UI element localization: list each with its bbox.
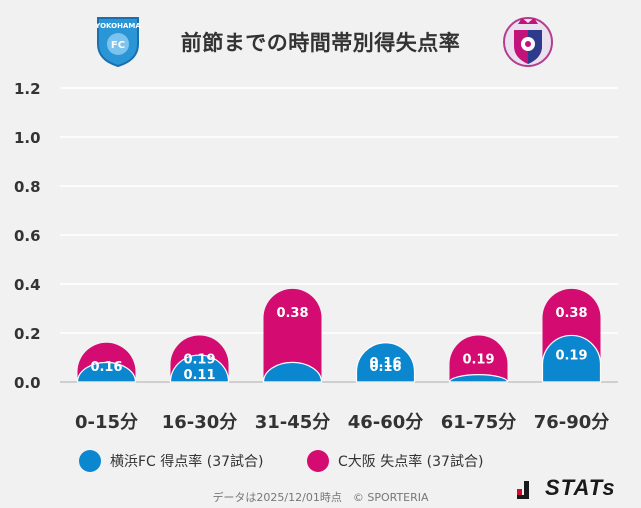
legend-label-osaka: C大阪 失点率 (37試合) — [338, 454, 484, 470]
chart-header: YOKOHAMA FC 前節までの時間帯別得失点率 — [0, 0, 641, 84]
chart-title: 前節までの時間帯別得失点率 — [180, 31, 461, 55]
y-tick-label: 0.0 — [14, 374, 41, 392]
x-tick-label: 61-75分 — [441, 412, 517, 433]
stats-logo-icon — [517, 481, 529, 499]
y-tick-label: 1.0 — [14, 129, 41, 147]
cerezo-osaka-logo — [500, 14, 556, 70]
bar-yokohama-scored — [541, 334, 602, 383]
y-tick-label: 1.2 — [14, 80, 41, 98]
y-tick-label: 0.8 — [14, 178, 41, 196]
legend-label-yokohama: 横浜FC 得点率 (37試合) — [110, 454, 264, 470]
data-label-yokohama: 0.16 — [369, 356, 401, 371]
data-source-note: データは2025/12/01時点 © SPORTERIA — [212, 491, 429, 504]
x-tick-label: 76-90分 — [534, 412, 610, 433]
bar-chart: 0.00.20.40.60.81.01.20.160-15分0.190.1116… — [14, 80, 618, 433]
data-label-yokohama: 0.19 — [555, 348, 587, 363]
stats-logo-text: STATs — [545, 475, 616, 500]
data-label-osaka: 0.38 — [555, 306, 587, 321]
yokohama-fc-logo: YOKOHAMA FC — [94, 14, 142, 68]
logo-text-yokohama: YOKOHAMA — [94, 22, 141, 30]
x-tick-label: 0-15分 — [75, 412, 138, 433]
y-tick-label: 0.4 — [14, 276, 41, 294]
stats-logo: STATs — [515, 475, 633, 501]
data-label-osaka: 0.16 — [369, 360, 401, 375]
data-label-osaka: 0.19 — [183, 352, 215, 367]
x-tick-label: 16-30分 — [162, 412, 238, 433]
data-label-yokohama: 0.11 — [183, 368, 215, 383]
y-tick-label: 0.6 — [14, 227, 41, 245]
data-label-osaka: 0.19 — [462, 352, 494, 367]
legend-swatch-osaka — [307, 450, 329, 472]
x-tick-label: 46-60分 — [348, 412, 424, 433]
legend-swatch-yokohama — [79, 450, 101, 472]
data-label-osaka: 0.16 — [90, 360, 122, 375]
bar-yokohama-scored — [262, 361, 323, 383]
legend: 横浜FC 得点率 (37試合) C大阪 失点率 (37試合) — [0, 448, 641, 474]
legend-item-yokohama: 横浜FC 得点率 (37試合) — [79, 448, 263, 474]
bar-osaka-conceded — [449, 335, 508, 382]
bar-yokohama-scored — [355, 342, 416, 383]
bar-yokohama-scored — [448, 374, 509, 383]
logo-text-fc: FC — [111, 40, 125, 51]
bar-yokohama-scored — [76, 361, 137, 383]
legend-item-osaka: C大阪 失点率 (37試合) — [307, 448, 483, 474]
y-tick-label: 0.2 — [14, 325, 41, 343]
bar-yokohama-scored — [169, 354, 230, 383]
x-tick-label: 31-45分 — [255, 412, 331, 433]
data-label-osaka: 0.38 — [276, 306, 308, 321]
bar-osaka-conceded — [263, 288, 322, 382]
